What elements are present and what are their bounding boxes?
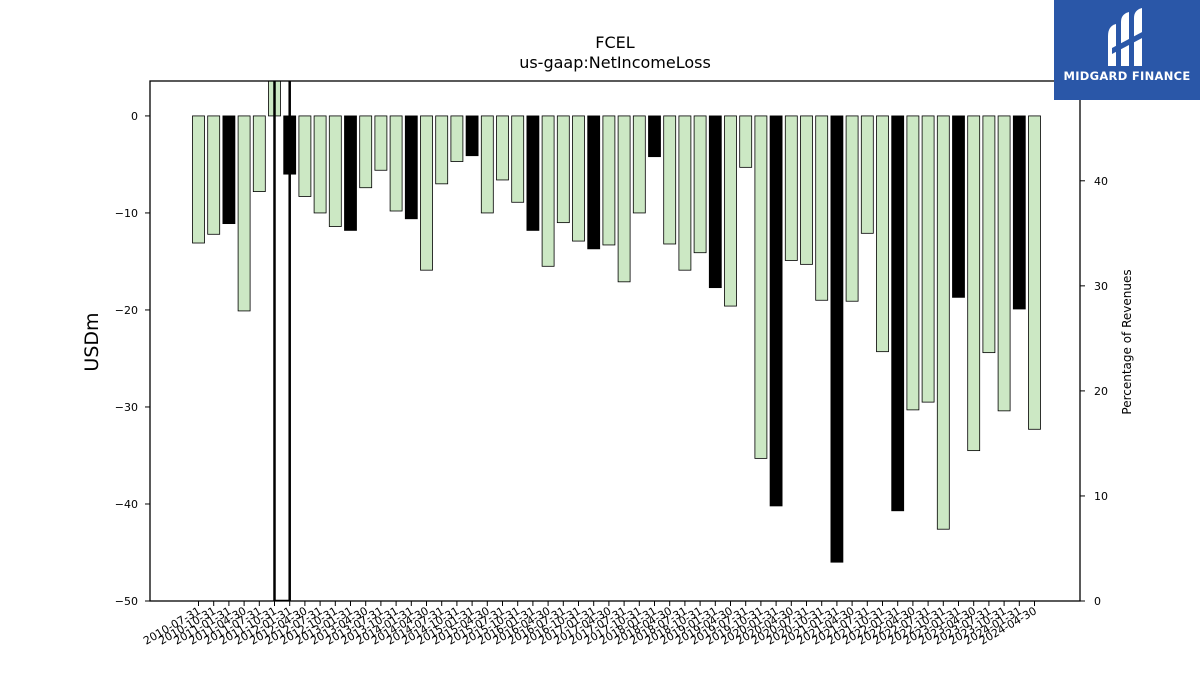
- bar-2015-10-31: [511, 115, 525, 203]
- bar-2018-07-31: [678, 115, 692, 271]
- bar-2023-01-31: [952, 115, 965, 298]
- y2-tick-label: 30: [1094, 280, 1108, 293]
- bar-2013-01-31: [344, 115, 357, 231]
- bar-2011-07-31: [252, 115, 266, 192]
- bar-2021-10-31: [876, 115, 889, 353]
- bar-2012-04-30: [298, 115, 312, 197]
- bar-2017-01-31: [587, 115, 601, 250]
- percent-line: [273, 81, 291, 601]
- bar-2022-04-30: [906, 115, 920, 411]
- bar-2018-01-31: [648, 115, 661, 158]
- bar-2017-10-31: [632, 115, 646, 214]
- bar-2019-07-31: [739, 115, 753, 168]
- y-axis-label: USDm: [81, 312, 103, 371]
- bar-2016-07-31: [556, 115, 570, 224]
- bar-2016-10-31: [572, 115, 585, 242]
- bar-2014-01-31: [404, 115, 418, 220]
- y2-tick-label: 40: [1094, 175, 1108, 188]
- bar-2024-04-30: [1028, 115, 1041, 430]
- midgard-logo-icon: [1108, 8, 1146, 66]
- bar-2020-07-31: [800, 115, 813, 265]
- brand-logo: MIDGARD FINANCE: [1054, 0, 1200, 100]
- bar-2023-04-30: [967, 115, 981, 452]
- y-tick-label: −30: [115, 401, 138, 414]
- bar-2010-10-31: [207, 115, 221, 235]
- y-tick-label: −20: [115, 304, 138, 317]
- bar-2022-07-31: [921, 115, 935, 403]
- bar-2023-10-31: [997, 115, 1011, 412]
- bar-2015-04-30: [480, 115, 494, 214]
- bar-2015-07-31: [496, 115, 509, 181]
- x-axis: 2010-07-312010-10-312011-01-312011-04-30…: [141, 601, 1039, 648]
- bar-2013-10-31: [389, 115, 403, 212]
- bar-2010-07-31: [192, 115, 205, 244]
- bar-2013-07-31: [374, 115, 388, 171]
- percent-line-path: [273, 81, 291, 601]
- bar-2023-07-31: [982, 115, 996, 354]
- bar-2011-01-31: [222, 115, 236, 225]
- bar-2020-01-31: [769, 115, 783, 507]
- bar-2022-10-31: [936, 115, 950, 530]
- bar-2020-10-31: [815, 115, 829, 301]
- bar-2016-01-31: [526, 115, 540, 231]
- bar-2014-10-31: [450, 115, 464, 162]
- y2-axis: 0 10 20 30 40: [1080, 175, 1108, 608]
- bar-2017-04-30: [602, 115, 616, 246]
- bar-2021-01-31: [830, 115, 844, 563]
- y2-axis-label: Percentage of Revenues: [1120, 269, 1134, 414]
- bar-2024-01-31: [1012, 115, 1026, 310]
- bar-2021-04-30: [845, 115, 859, 302]
- bar-2016-04-30: [541, 115, 555, 267]
- y-tick-label: −50: [115, 595, 138, 608]
- bar-2014-07-31: [435, 115, 449, 185]
- bar-2017-07-31: [617, 115, 631, 283]
- y2-tick-label: 20: [1094, 385, 1108, 398]
- y-tick-label: 0: [131, 110, 138, 123]
- bar-2022-01-31: [891, 115, 905, 512]
- bar-2014-04-30: [420, 115, 433, 271]
- bar-2011-04-30: [237, 115, 251, 312]
- bar-2018-10-31: [693, 115, 707, 254]
- y-axis: 0 −10 −20 −30 −40 −50: [115, 110, 150, 608]
- y2-tick-label: 0: [1094, 595, 1101, 608]
- bars: [192, 80, 1041, 563]
- chart-subtitle: us-gaap:NetIncomeLoss: [519, 53, 711, 72]
- chart-title: FCEL: [595, 33, 634, 52]
- bar-2019-10-31: [754, 115, 768, 459]
- bar-2015-01-31: [465, 115, 479, 157]
- bar-2019-01-31: [708, 115, 722, 289]
- y2-tick-label: 10: [1094, 490, 1108, 503]
- bar-2012-10-31: [328, 115, 342, 227]
- bar-2012-07-31: [313, 115, 327, 214]
- bar-2020-04-30: [784, 115, 798, 261]
- plot-frame: [149, 80, 1081, 602]
- brand-logo-text: MIDGARD FINANCE: [1063, 69, 1191, 83]
- bar-2021-07-31: [860, 115, 874, 234]
- y-tick-label: −40: [115, 498, 138, 511]
- y-tick-label: −10: [115, 207, 138, 220]
- bar-2019-04-30: [724, 115, 737, 307]
- bar-2018-04-30: [663, 115, 677, 245]
- bar-2013-04-30: [359, 115, 373, 189]
